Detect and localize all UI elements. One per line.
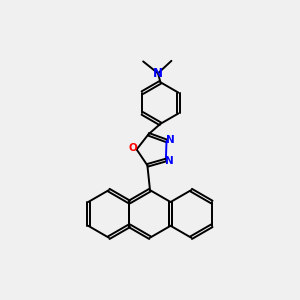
Text: N: N <box>153 67 163 80</box>
Text: N: N <box>165 156 174 166</box>
Text: O: O <box>128 143 137 153</box>
Text: N: N <box>166 135 175 145</box>
